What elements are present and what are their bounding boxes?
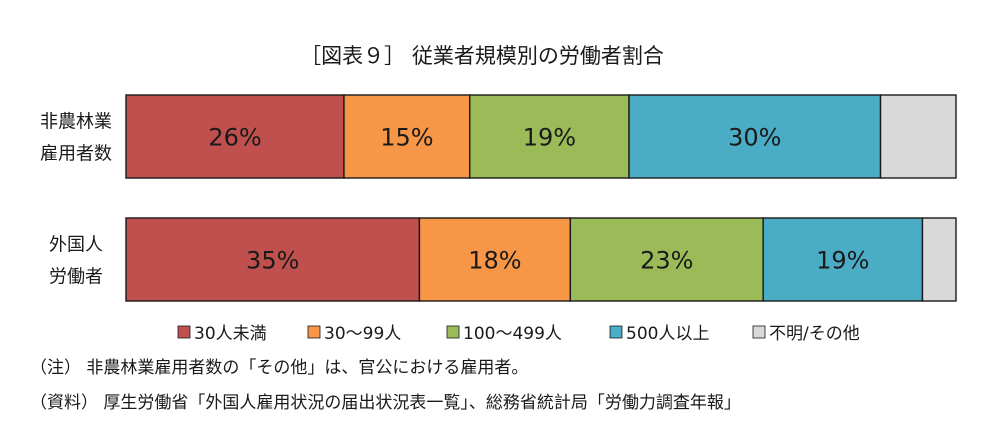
category-label: 労働者 [49, 267, 103, 288]
data-label: 19% [523, 124, 576, 152]
data-label: 35% [246, 247, 299, 275]
footnote: （注） 非農林業雇用者数の「その他」は、官公における雇用者。 [30, 358, 529, 378]
data-label: 19% [816, 247, 869, 275]
bar-segment [418, 217, 572, 302]
legend-swatch [307, 325, 321, 339]
legend-swatch [752, 325, 766, 339]
bar-segment [762, 217, 924, 302]
category-label: 非農林業 [40, 112, 112, 133]
bar-segment [469, 94, 630, 179]
source-note: （資料） 厚生労働省「外国人雇用状況の届出状況表一覧」、総務省統計局「労働力調査… [30, 393, 741, 413]
bar-segment [125, 94, 345, 179]
legend-label: 30人未満 [194, 324, 267, 344]
bar-segment [879, 94, 957, 179]
bar-segment [569, 217, 764, 302]
category-label: 外国人 [49, 235, 103, 256]
data-label: 23% [640, 247, 693, 275]
legend: 30人未満 30～99人 100～499人 500人以上 不明/その他 [177, 324, 860, 344]
legend-swatch [446, 325, 460, 339]
bar-segment [628, 94, 882, 179]
legend-label: 不明/その他 [769, 324, 860, 344]
data-label: 26% [208, 124, 261, 152]
data-label: 15% [380, 124, 433, 152]
legend-swatch [177, 325, 191, 339]
chart-title: ［図表９］ 従業者規模別の労働者割合 [300, 44, 664, 68]
category-label: 雇用者数 [40, 144, 112, 165]
bar-segment [125, 217, 421, 302]
legend-label: 100～499人 [463, 324, 562, 344]
legend-swatch [609, 325, 623, 339]
legend-label: 500人以上 [626, 324, 709, 344]
bar-segment [921, 217, 957, 302]
legend-label: 30～99人 [324, 324, 401, 344]
bars-layer: 26% 15% 19% 30% 35% 18% 23% 19% [125, 94, 957, 302]
data-label: 30% [728, 124, 781, 152]
data-label: 18% [468, 247, 521, 275]
